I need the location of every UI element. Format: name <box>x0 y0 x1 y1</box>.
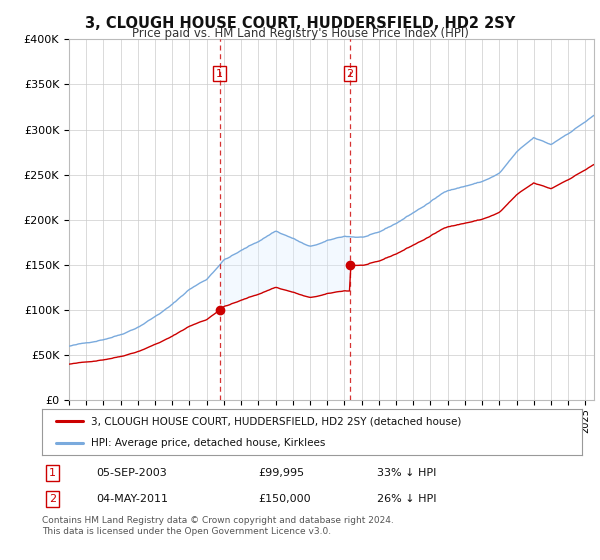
Text: 2: 2 <box>49 494 56 503</box>
Text: 2: 2 <box>347 68 353 78</box>
Text: 33% ↓ HPI: 33% ↓ HPI <box>377 468 436 478</box>
Text: Price paid vs. HM Land Registry's House Price Index (HPI): Price paid vs. HM Land Registry's House … <box>131 27 469 40</box>
Text: 1: 1 <box>216 68 223 78</box>
Text: 3, CLOUGH HOUSE COURT, HUDDERSFIELD, HD2 2SY: 3, CLOUGH HOUSE COURT, HUDDERSFIELD, HD2… <box>85 16 515 31</box>
Text: Contains HM Land Registry data © Crown copyright and database right 2024.
This d: Contains HM Land Registry data © Crown c… <box>42 516 394 536</box>
Text: 04-MAY-2011: 04-MAY-2011 <box>96 494 168 503</box>
Text: HPI: Average price, detached house, Kirklees: HPI: Average price, detached house, Kirk… <box>91 438 325 448</box>
Text: 05-SEP-2003: 05-SEP-2003 <box>96 468 167 478</box>
Text: 3, CLOUGH HOUSE COURT, HUDDERSFIELD, HD2 2SY (detached house): 3, CLOUGH HOUSE COURT, HUDDERSFIELD, HD2… <box>91 416 461 426</box>
Text: £150,000: £150,000 <box>258 494 311 503</box>
Text: 1: 1 <box>49 468 56 478</box>
Text: £99,995: £99,995 <box>258 468 304 478</box>
Text: 26% ↓ HPI: 26% ↓ HPI <box>377 494 436 503</box>
